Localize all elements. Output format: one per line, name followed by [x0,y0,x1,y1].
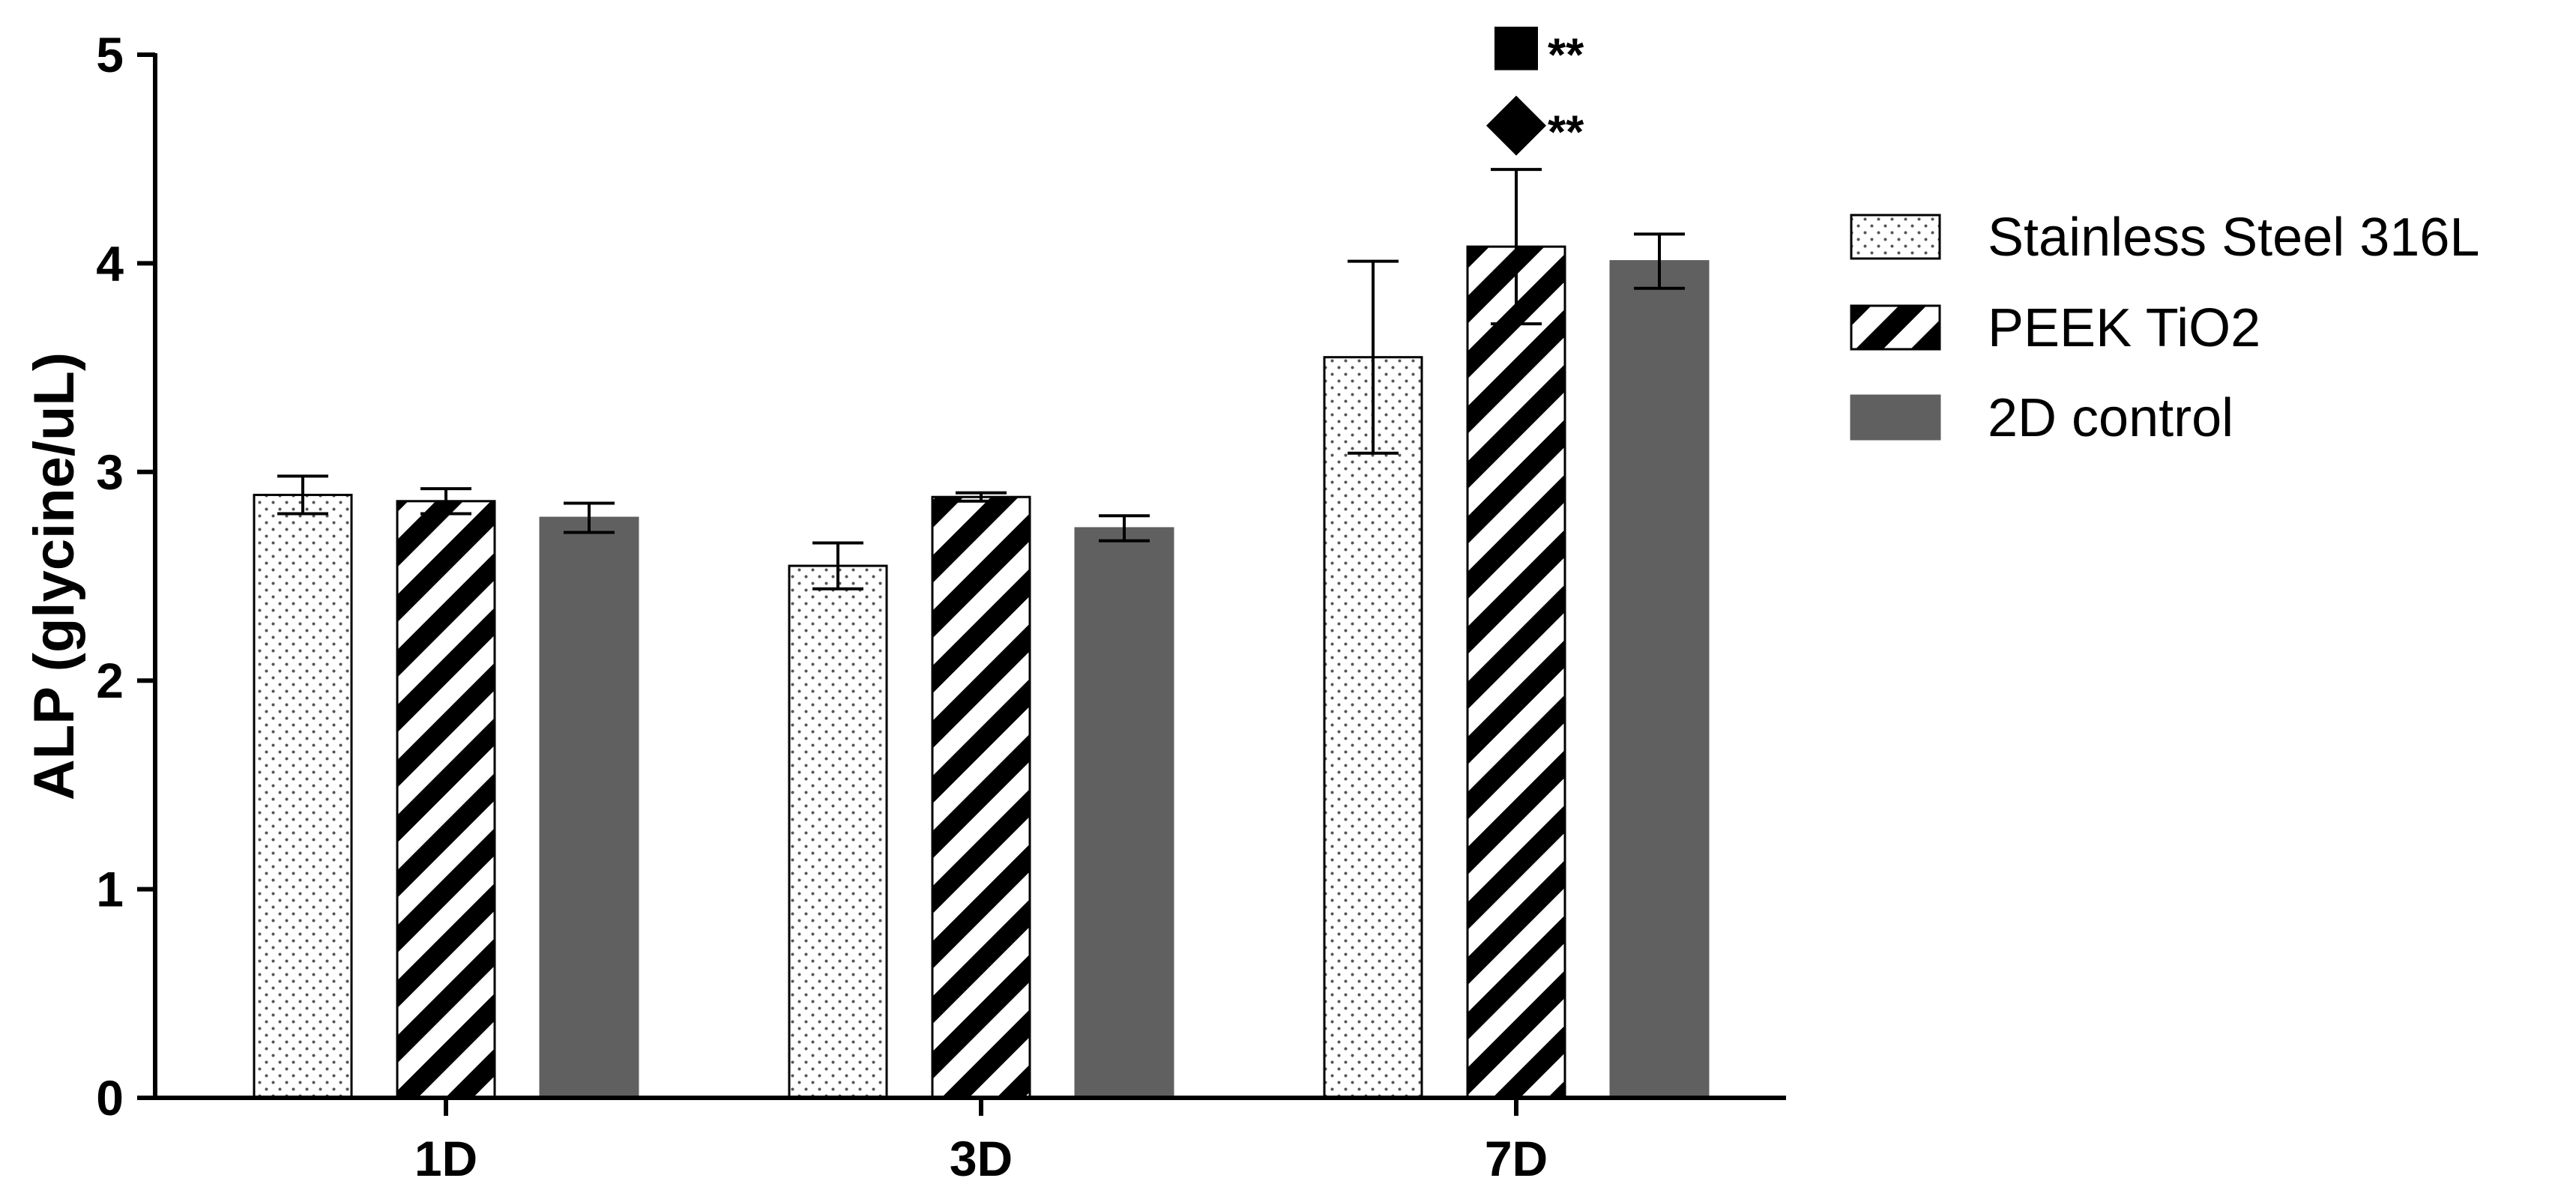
y-tick-label: 4 [96,235,124,291]
legend-label: 2D control [1988,388,2233,448]
y-tick-label: 3 [96,444,124,500]
significance-diamond-icon [1486,95,1546,156]
legend: Stainless Steel 316L PEEK TiO2 2D control [1850,208,2479,448]
legend-label: PEEK TiO2 [1988,298,2260,358]
bar-peek-tio2-3d [931,495,1031,1099]
bar-peek-tio2-1d [396,500,496,1099]
legend-swatch [1850,214,1941,260]
bar-stainless-steel-316l-7d [1323,356,1423,1099]
y-tick-label: 0 [96,1070,124,1126]
bar-peek-tio2-7d [1466,245,1566,1099]
significance-square-icon [1494,26,1538,70]
bar-2d-control-1d [539,516,639,1099]
x-tick-label: 1D [414,1131,477,1186]
bar-2d-control-3d [1074,527,1174,1099]
legend-swatch [1850,304,1941,351]
plot-area: 0 1 2 3 4 5 1D 3D 7D ALP (glycine/uL) ** ** [22,26,1786,1186]
x-tick-label: 7D [1485,1131,1548,1186]
y-tick-label: 1 [96,862,124,917]
legend-label: Stainless Steel 316L [1988,208,2479,268]
bar-stainless-steel-316l-3d [788,564,888,1099]
x-tick-label: 3D [950,1131,1013,1186]
y-tick-label: 2 [96,653,124,708]
significance-label: ** [1548,30,1584,82]
bar-2d-control-7d [1609,260,1710,1099]
bar-stainless-steel-316l-1d [253,493,353,1099]
legend-swatch [1850,394,1941,441]
significance-label: ** [1548,107,1584,159]
y-axis-label: ALP (glycine/uL) [22,352,86,800]
y-tick-label: 5 [96,27,124,82]
